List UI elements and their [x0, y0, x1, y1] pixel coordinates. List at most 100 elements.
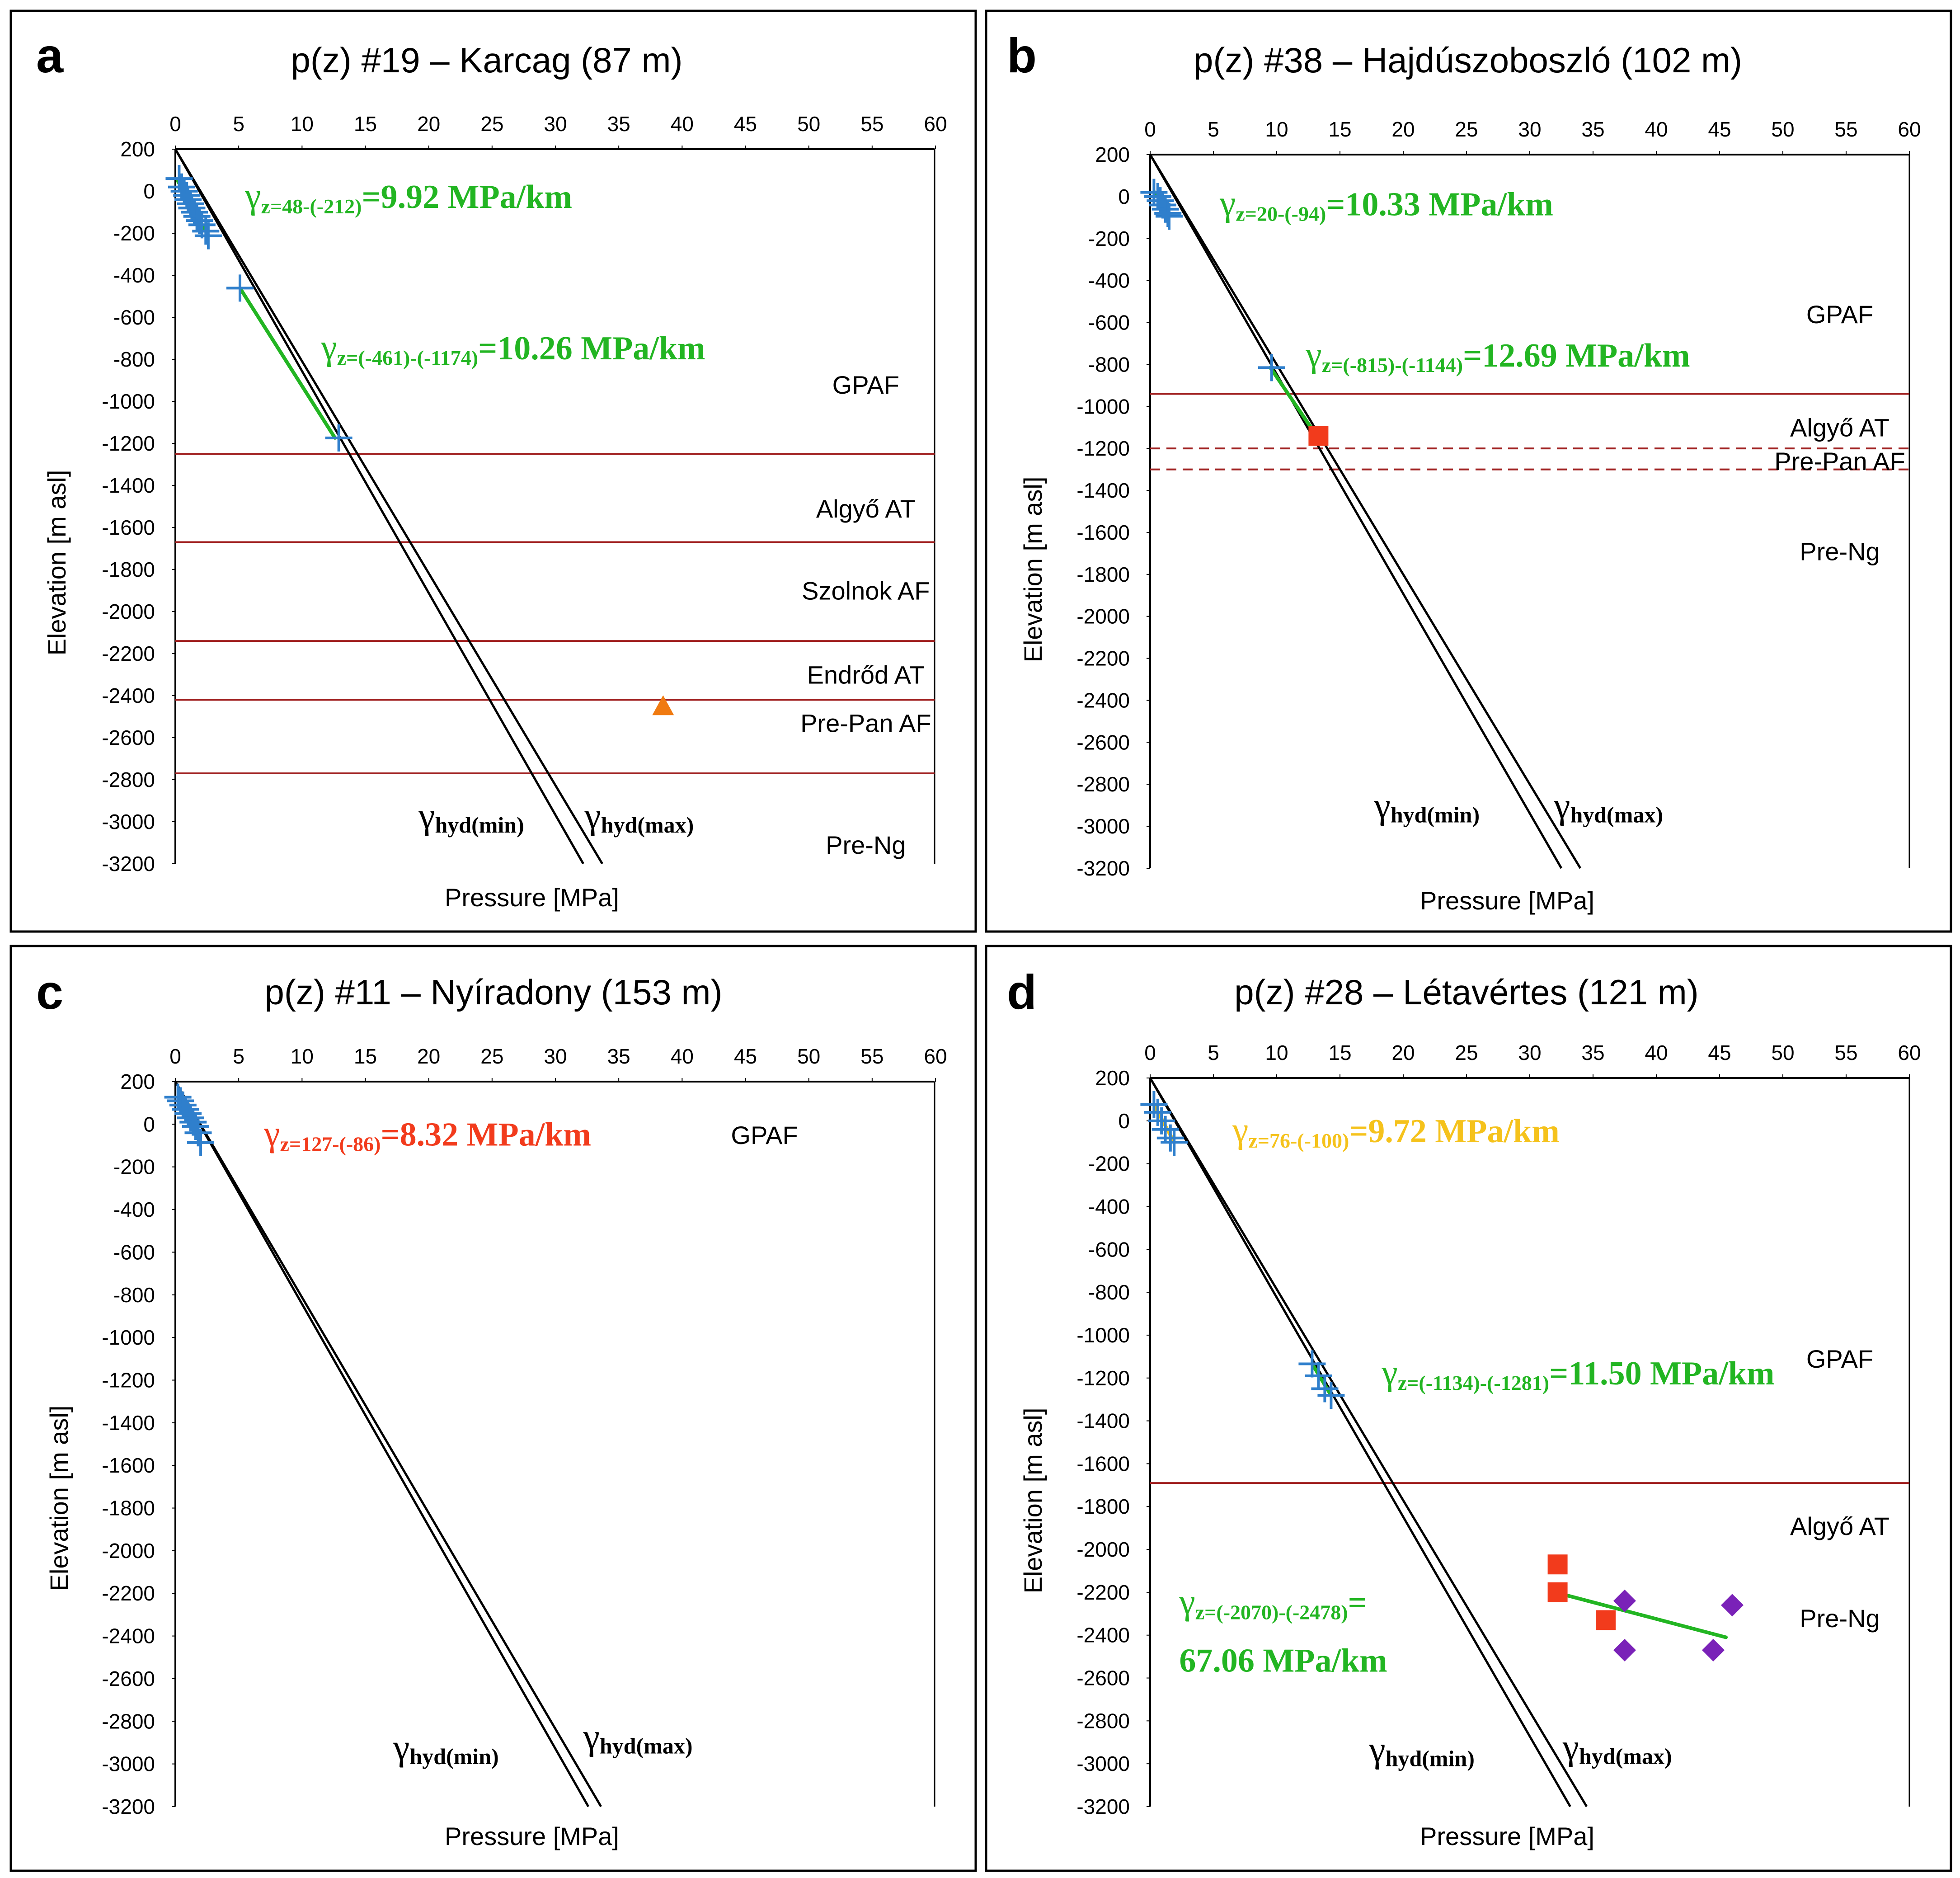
x-tick-label: 55	[860, 1045, 884, 1068]
data-point	[1308, 426, 1329, 446]
x-tick-label: 60	[924, 1045, 947, 1068]
y-tick-label: -2200	[1076, 647, 1130, 670]
panel-d: d p(z) #28 – Létavértes (121 m) Pressure…	[985, 945, 1952, 1872]
hydrostatic-line	[1149, 1077, 1571, 1807]
data-point	[1161, 1129, 1188, 1156]
y-axis-label: Elevation [m asl]	[42, 470, 71, 656]
y-tick-label: -800	[113, 348, 155, 371]
hydrostatic-label: γhyd(min)	[418, 795, 524, 838]
y-tick-label: -200	[1088, 1152, 1130, 1176]
y-tick-label: -1400	[1076, 1409, 1130, 1433]
fit-annotation-value: 67.06 MPa/km	[1179, 1642, 1387, 1679]
x-tick-label: 5	[1208, 118, 1219, 141]
chart-title: p(z) #11 – Nyíradony (153 m)	[265, 972, 723, 1012]
fit-line	[1553, 1590, 1728, 1639]
y-tick-label: -3000	[1076, 1752, 1130, 1775]
y-tick-label: 0	[143, 179, 155, 203]
x-tick-label: 5	[233, 1045, 244, 1068]
x-tick-label: 30	[1518, 118, 1541, 141]
fit-annotation: γz=(-2070)-(-2478)=	[1179, 1582, 1367, 1624]
hydrostatic-label: γhyd(max)	[1553, 785, 1663, 828]
y-tick-label: -1200	[102, 432, 155, 455]
y-tick-label: -400	[113, 1198, 155, 1221]
x-tick-label: 50	[1771, 1041, 1794, 1064]
panel-b: b p(z) #38 – Hajdúszoboszló (102 m) Pres…	[985, 9, 1952, 933]
data-point	[1152, 195, 1179, 223]
x-tick-label: 15	[354, 1045, 377, 1068]
y-tick-label: -600	[1088, 1238, 1130, 1261]
panel-letter: d	[1007, 965, 1037, 1019]
y-tick-label: -200	[1088, 227, 1130, 250]
y-tick-label: -1400	[102, 1411, 155, 1435]
x-tick-label: 55	[860, 112, 884, 136]
data-point	[1298, 1350, 1326, 1378]
data-point	[1258, 354, 1285, 381]
data-point	[1547, 1582, 1568, 1602]
y-tick-label: -2400	[102, 684, 155, 707]
fit-annotation: γz=(-1134)-(-1281)=11.50 MPa/km	[1381, 1353, 1774, 1394]
y-tick-label: -2800	[102, 1709, 155, 1733]
fit-annotation: γz=(-815)-(-1144)=12.69 MPa/km	[1305, 335, 1690, 377]
hydrostatic-label: γhyd(max)	[1562, 1727, 1672, 1769]
y-tick-label: -1000	[102, 390, 155, 413]
x-tick-label: 10	[291, 1045, 314, 1068]
hydrostatic-line	[1149, 1077, 1588, 1807]
y-tick-label: -1000	[1076, 395, 1130, 418]
x-tick-label: 50	[1771, 118, 1794, 141]
y-axis-label: Elevation [m asl]	[1019, 477, 1047, 663]
x-tick-label: 60	[1898, 118, 1921, 141]
hydrostatic-line	[1149, 154, 1563, 869]
y-tick-label: -600	[1088, 311, 1130, 334]
x-tick-label: 35	[607, 112, 630, 136]
y-tick-label: -2600	[102, 726, 155, 749]
hydrostatic-line	[174, 1081, 590, 1807]
y-tick-label: -1400	[102, 474, 155, 497]
y-tick-label: 0	[143, 1112, 155, 1136]
data-point	[652, 695, 674, 715]
data-point	[1311, 1375, 1339, 1403]
y-tick-label: -2800	[1076, 1709, 1130, 1732]
x-tick-label: 45	[1708, 118, 1731, 141]
y-tick-label: -2000	[102, 600, 155, 623]
y-tick-label: 200	[120, 1070, 155, 1093]
x-axis-label: Pressure [MPa]	[445, 883, 619, 912]
x-tick-label: 40	[1645, 118, 1668, 141]
y-tick-label: -800	[1088, 1280, 1130, 1304]
y-tick-label: -2400	[1076, 688, 1130, 712]
y-tick-label: -400	[1088, 1195, 1130, 1218]
data-point	[1156, 202, 1183, 230]
plot-area: 0 5 10 15 20 25 30 35 40 45 50 55 60 200 0 -200 -400 -600…	[1076, 1041, 1921, 1818]
data-point	[1156, 1124, 1184, 1152]
x-tick-label: 45	[734, 1045, 757, 1068]
formation-label: Algyő AT	[1790, 1512, 1889, 1540]
y-tick-label: -1600	[102, 516, 155, 539]
x-tick-label: 60	[1898, 1041, 1921, 1064]
panel-c: c p(z) #11 – Nyíradony (153 m) Pressure …	[9, 945, 977, 1872]
x-tick-label: 10	[1265, 1041, 1288, 1064]
data-point	[325, 424, 353, 452]
x-tick-label: 10	[291, 112, 314, 136]
panel-letter: c	[36, 965, 63, 1019]
formation-label: Pre-Ng	[1800, 537, 1880, 566]
data-point	[194, 222, 222, 249]
formation-label: GPAF	[1806, 300, 1873, 329]
fit-line	[1269, 366, 1319, 439]
y-tick-label: -400	[1088, 269, 1130, 292]
x-tick-label: 30	[544, 1045, 567, 1068]
panel-frame	[985, 945, 1952, 1872]
data-point	[1305, 1362, 1332, 1390]
formation-label: GPAF	[731, 1121, 798, 1149]
y-tick-label: -2200	[1076, 1581, 1130, 1604]
fit-annotation: γz=20-(-94)=10.33 MPa/km	[1219, 184, 1553, 226]
formation-label: Pre-Ng	[826, 831, 906, 859]
y-tick-label: -2400	[1076, 1624, 1130, 1647]
formation-label: Pre-Pan AF	[800, 709, 931, 737]
x-tick-label: 40	[1645, 1041, 1668, 1064]
y-tick-label: -3000	[102, 810, 155, 833]
x-tick-label: 50	[797, 1045, 820, 1068]
x-tick-label: 15	[1328, 1041, 1351, 1064]
y-tick-label: -3200	[1076, 857, 1130, 880]
hydrostatic-line	[174, 148, 584, 865]
plot-area: 0 5 10 15 20 25 30 35 40 45 50 55 60 200 0 -200 -400 -600…	[1076, 118, 1921, 880]
